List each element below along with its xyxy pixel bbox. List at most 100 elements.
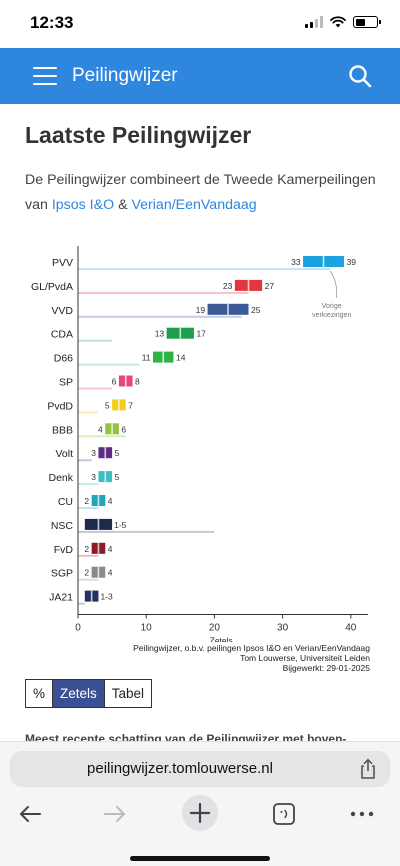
url-text[interactable]: peilingwijzer.tomlouwerse.nl [87, 760, 273, 777]
credit-line: Peilingwijzer, o.b.v. peilingen Ipsos I&… [133, 643, 370, 653]
app-title[interactable]: Peilingwijzer [72, 65, 178, 86]
hamburger-icon[interactable] [33, 67, 57, 85]
forward-arrow-icon[interactable] [103, 804, 127, 824]
battery-icon [353, 16, 381, 28]
low-label: 3 [91, 448, 96, 458]
range-label: 1-3 [100, 592, 113, 602]
x-tick-label: 40 [345, 623, 357, 634]
high-label: 17 [196, 329, 206, 339]
high-label: 14 [176, 353, 186, 363]
wifi-icon [330, 16, 346, 28]
high-label: 8 [135, 377, 140, 387]
more-icon[interactable] [350, 811, 374, 817]
url-bar[interactable]: peilingwijzer.tomlouwerse.nl [10, 751, 390, 787]
chart-credit: Peilingwijzer, o.b.v. peilingen Ipsos I&… [133, 643, 370, 673]
page-title: Laatste Peilingwijzer [25, 122, 252, 148]
high-label: 4 [108, 496, 113, 506]
high-label: 5 [115, 448, 120, 458]
party-label: BBB [52, 424, 73, 436]
party-label: SGP [51, 568, 73, 580]
x-tick-label: 30 [277, 623, 289, 634]
party-label: GL/PvdA [31, 281, 73, 293]
party-label: Denk [48, 472, 73, 484]
seat-median-mark [118, 399, 120, 411]
annotation-text: verkiezingen [312, 312, 351, 319]
low-label: 2 [84, 496, 89, 506]
party-label: PVV [52, 257, 73, 269]
ipsos-link[interactable]: Ipsos I&O [51, 197, 115, 213]
previous-election-bar [78, 507, 99, 509]
browser-nav [0, 794, 400, 834]
seat-median-mark [124, 375, 127, 387]
share-icon[interactable] [358, 758, 378, 780]
previous-election-bar [78, 578, 99, 581]
previous-election-bar [78, 363, 140, 366]
previous-election-bar [78, 387, 113, 390]
seat-median-mark [111, 423, 113, 435]
x-tick-label: 0 [75, 623, 81, 634]
seat-median-mark [104, 471, 107, 483]
party-label: PvdD [47, 400, 73, 412]
high-label: 27 [265, 281, 275, 291]
annotation-arrow [329, 270, 338, 299]
status-icons [305, 16, 381, 28]
party-label: FvD [54, 544, 74, 556]
home-indicator [130, 856, 270, 861]
low-label: 11 [142, 353, 151, 363]
back-arrow-icon[interactable] [18, 804, 42, 824]
low-label: 4 [98, 424, 103, 434]
previous-election-bar [78, 315, 242, 318]
high-label: 4 [108, 544, 113, 554]
toggle-percent[interactable]: % [26, 680, 53, 707]
low-label: 2 [84, 544, 89, 554]
toggle-zetels[interactable]: Zetels [52, 680, 104, 707]
search-icon[interactable] [348, 64, 372, 88]
previous-election-bar [78, 554, 99, 557]
intro-amp: & [114, 197, 132, 213]
previous-election-bar [78, 268, 331, 270]
seat-median-mark [97, 542, 100, 554]
low-label: 33 [291, 257, 301, 267]
low-label: 13 [155, 329, 165, 339]
previous-election-bar [78, 411, 99, 414]
seat-median-mark [162, 351, 165, 363]
toggle-tabel[interactable]: Tabel [103, 680, 152, 707]
seat-median-mark [227, 303, 229, 315]
x-tick-label: 10 [141, 623, 153, 634]
low-label: 6 [112, 377, 117, 387]
previous-election-bar [78, 530, 215, 533]
party-label: SP [59, 377, 73, 389]
credit-line: Tom Louwerse, Universiteit Leiden [240, 653, 370, 663]
high-label: 4 [108, 568, 113, 578]
annotation-text: Vorige [322, 303, 342, 310]
previous-election-bar [78, 483, 99, 486]
app-bar: Peilingwijzer [0, 48, 400, 104]
seat-median-mark [90, 590, 93, 602]
verian-link[interactable]: Verian/EenVandaag [131, 197, 257, 213]
party-label: CDA [51, 329, 73, 341]
party-label: JA21 [49, 592, 73, 604]
range-label: 1-5 [114, 520, 127, 530]
previous-election-bar [78, 459, 92, 462]
seat-median-mark [179, 327, 182, 339]
high-label: 7 [128, 400, 133, 410]
credit-line: Bijgewerkt: 29-01-2025 [282, 663, 370, 673]
high-label: 25 [251, 305, 261, 315]
low-label: 3 [91, 472, 96, 482]
status-time: 12:33 [30, 13, 74, 32]
seat-median-mark [97, 566, 100, 578]
intro-prefix: De Peilingwijzer combineert de Tweede Ka… [25, 172, 376, 213]
previous-election-bar [78, 602, 85, 605]
party-label: NSC [51, 520, 74, 532]
party-label: CU [58, 496, 73, 508]
low-label: 19 [196, 305, 206, 315]
low-label: 23 [223, 281, 233, 291]
high-label: 6 [121, 424, 126, 434]
high-label: 39 [346, 257, 356, 267]
plus-icon[interactable] [181, 794, 219, 832]
signal-icon [305, 16, 323, 28]
seat-median-mark [322, 256, 325, 267]
tabs-icon[interactable] [272, 802, 296, 826]
low-label: 5 [105, 400, 110, 410]
